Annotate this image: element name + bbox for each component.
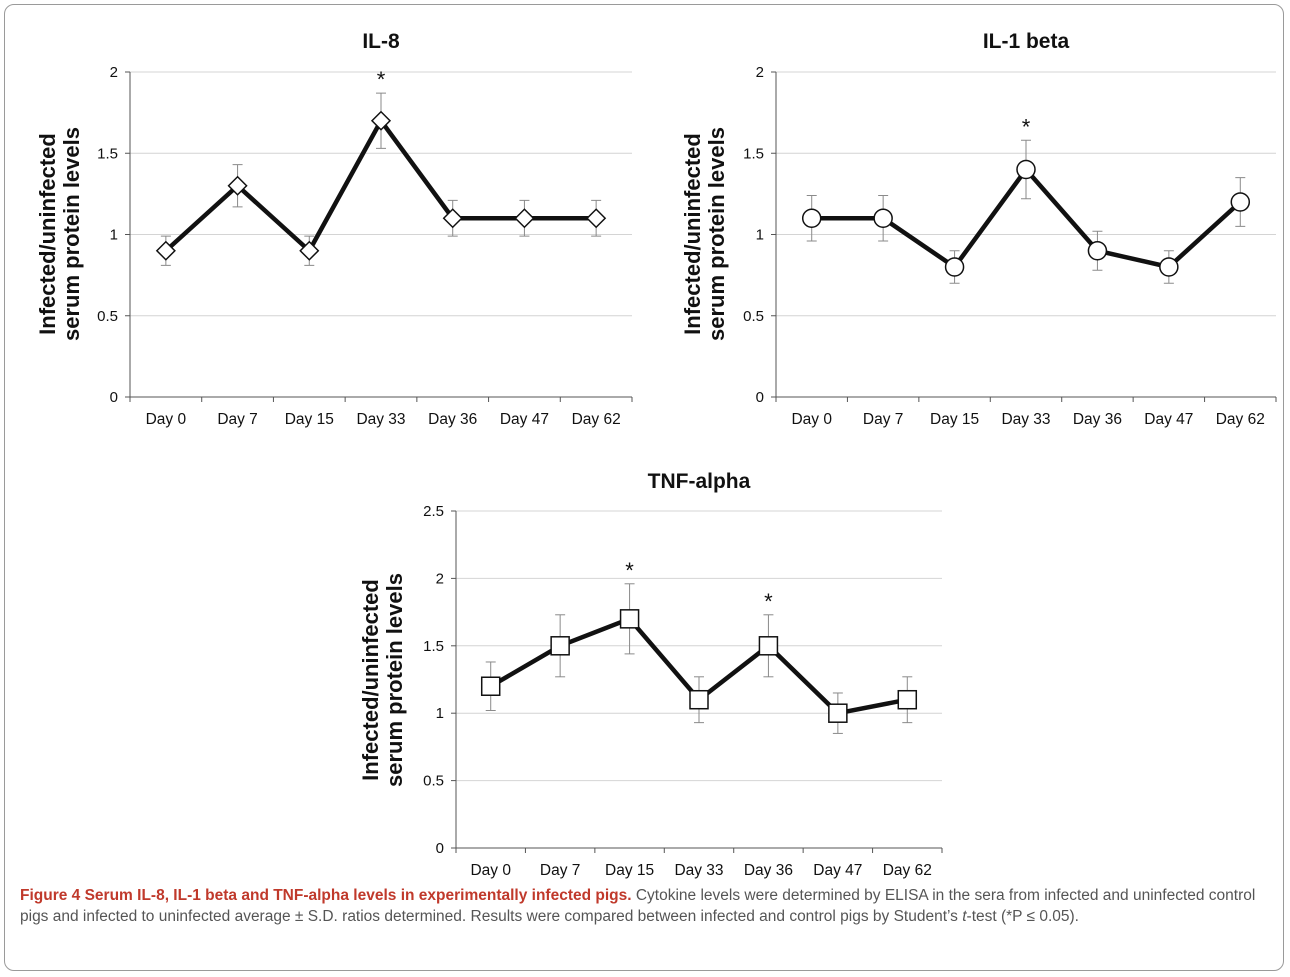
figure-caption: Figure 4 Serum IL-8, IL-1 beta and TNF-a…	[20, 885, 1275, 927]
caption-text-a: Cytokine levels were determined by ELISA…	[20, 887, 1256, 925]
caption-label: Figure 4 Serum IL-8, IL-1 beta and TNF-a…	[20, 887, 632, 904]
caption-italic: t	[962, 908, 967, 925]
figure-frame	[4, 4, 1284, 971]
caption-text-b: -test (*P ≤ 0.05).	[966, 908, 1079, 925]
